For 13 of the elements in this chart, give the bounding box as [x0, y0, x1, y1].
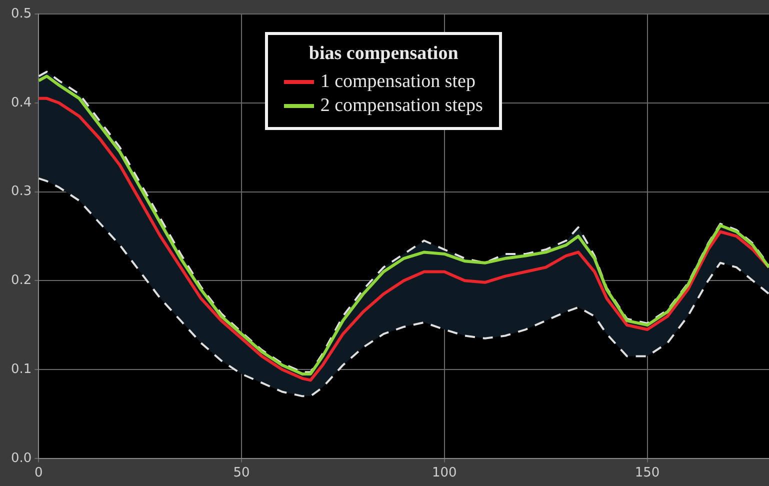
legend-label: 1 compensation step [320, 71, 476, 93]
x-tick-label: 0 [34, 466, 43, 481]
y-tick-label: 0.4 [10, 95, 32, 110]
y-tick-label: 0.5 [10, 6, 32, 22]
y-tick-label: 0.3 [10, 184, 32, 200]
legend-title: bias compensation [308, 43, 460, 65]
legend-label: 2 compensation steps [320, 95, 483, 117]
y-tick-label: 0.0 [10, 450, 32, 466]
x-tick-label: 100 [432, 466, 457, 481]
y-tick-label: 0.1 [10, 362, 32, 377]
x-tick-label: 150 [634, 466, 660, 481]
y-tick-label: 0.2 [10, 273, 32, 288]
x-tick-label: 50 [233, 466, 250, 481]
